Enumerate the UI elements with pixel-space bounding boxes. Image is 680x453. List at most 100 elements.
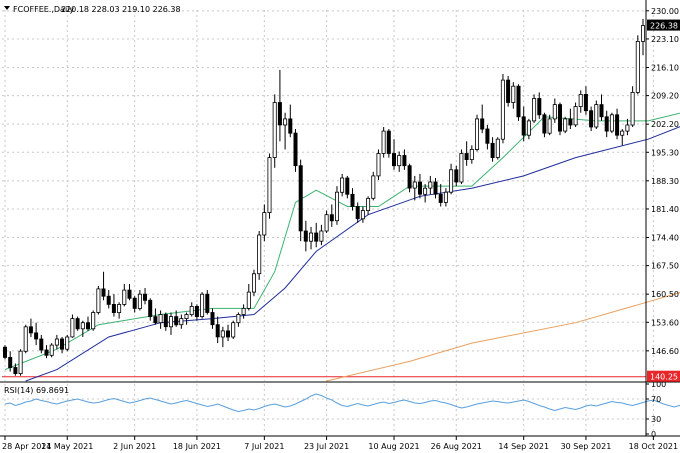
bearish-candle-body xyxy=(288,118,293,134)
price-tick-label: 230.00 xyxy=(651,7,679,16)
bearish-candle-body xyxy=(454,169,459,183)
candle xyxy=(44,345,49,359)
candle xyxy=(589,106,594,132)
bullish-candle-body xyxy=(179,318,184,326)
candle xyxy=(54,334,59,350)
bearish-candle-body xyxy=(521,116,526,136)
rsi-grid xyxy=(2,384,654,434)
bearish-candle-body xyxy=(3,346,8,358)
bearish-candle-body xyxy=(106,295,111,305)
bullish-candle-body xyxy=(267,157,272,214)
candle xyxy=(360,206,365,223)
candle xyxy=(220,326,225,348)
bearish-candle-body xyxy=(599,104,604,118)
candle xyxy=(604,110,609,138)
candle xyxy=(86,316,91,331)
support-price-tag-bg xyxy=(647,370,680,382)
candle xyxy=(189,302,194,317)
bullish-candle-body xyxy=(469,148,474,160)
bullish-candle-body xyxy=(70,318,75,338)
bullish-candle-body xyxy=(573,106,578,126)
bearish-candle-body xyxy=(391,153,396,167)
price-tags: 226.38 140.25 xyxy=(647,19,680,382)
candle xyxy=(205,290,210,315)
time-tick-label: 2 Jun 2021 xyxy=(113,442,156,451)
bearish-candle-body xyxy=(464,153,469,160)
candle xyxy=(428,175,433,195)
tick-labels: 230.00 223.10 216.10 209.20 202.20 195.30 188.… xyxy=(2,7,679,451)
candle xyxy=(366,196,371,215)
mid-moving-average-line xyxy=(25,126,680,382)
time-tick-label: 7 Jul 2021 xyxy=(244,442,284,451)
bearish-candle-body xyxy=(298,165,303,232)
bullish-candle-body xyxy=(495,138,500,158)
bullish-candle-body xyxy=(168,316,173,328)
bullish-candle-body xyxy=(117,303,122,313)
bearish-candle-body xyxy=(485,128,490,144)
candle xyxy=(277,69,282,142)
candle xyxy=(417,173,422,199)
bearish-candle-body xyxy=(558,104,563,132)
bullish-candle-body xyxy=(137,293,142,309)
candle xyxy=(397,151,402,172)
axes xyxy=(0,0,680,440)
bullish-candle-body xyxy=(630,92,635,126)
bearish-candle-body xyxy=(537,98,542,116)
bearish-candle-body xyxy=(386,130,391,154)
candle xyxy=(345,175,350,199)
candle xyxy=(526,118,531,140)
bullish-candle-body xyxy=(283,118,288,126)
dropdown-triangle-icon[interactable] xyxy=(4,6,10,10)
candle xyxy=(96,286,101,315)
price-tick-label: 167.50 xyxy=(651,262,679,271)
bullish-candle-body xyxy=(189,305,194,315)
bullish-candle-body xyxy=(200,293,205,318)
bullish-candle-body xyxy=(641,25,646,42)
candle xyxy=(91,310,96,331)
bullish-candle-body xyxy=(257,234,262,275)
bearish-candle-body xyxy=(490,142,495,159)
candle xyxy=(350,188,355,211)
bullish-candle-body xyxy=(397,155,402,167)
rsi-tick-label: 30 xyxy=(651,415,661,424)
candle xyxy=(594,100,599,130)
bearish-candle-body xyxy=(303,230,308,242)
candle xyxy=(137,290,142,311)
candle xyxy=(111,294,116,317)
bullish-candle-body xyxy=(122,289,127,305)
candle xyxy=(314,222,319,248)
price-tick-label: 188.30 xyxy=(651,177,679,186)
bullish-candle-body xyxy=(324,214,329,232)
current-price-tag: 226.38 xyxy=(650,22,678,31)
candle xyxy=(142,288,147,305)
rsi-label: RSI(14) 69.8691 xyxy=(4,386,69,395)
bearish-candle-body xyxy=(583,94,588,112)
bearish-candle-body xyxy=(205,293,210,313)
candle xyxy=(298,159,303,242)
main-grid xyxy=(2,10,654,381)
candle xyxy=(340,173,345,197)
bearish-candle-body xyxy=(215,324,220,338)
bearish-candle-body xyxy=(568,118,573,126)
candle xyxy=(179,314,184,329)
candle xyxy=(283,112,288,150)
bullish-candle-body xyxy=(65,336,70,350)
bearish-candle-body xyxy=(407,165,412,189)
bearish-candle-body xyxy=(101,288,106,297)
candle xyxy=(184,312,189,325)
bullish-candle-body xyxy=(231,322,236,338)
candle xyxy=(122,283,127,307)
bearish-candle-body xyxy=(174,316,179,326)
chart-symbol: FCOFFEE.,Daily xyxy=(13,5,74,14)
candle xyxy=(194,304,199,321)
bullish-candle-body xyxy=(449,169,454,193)
time-tick-label: 23 Jul 2021 xyxy=(304,442,349,451)
candle xyxy=(573,102,578,128)
candle xyxy=(3,345,8,360)
candle xyxy=(386,129,391,158)
candle xyxy=(334,186,339,225)
candle xyxy=(153,308,158,325)
candle xyxy=(407,163,412,193)
bearish-candle-body xyxy=(589,110,594,128)
